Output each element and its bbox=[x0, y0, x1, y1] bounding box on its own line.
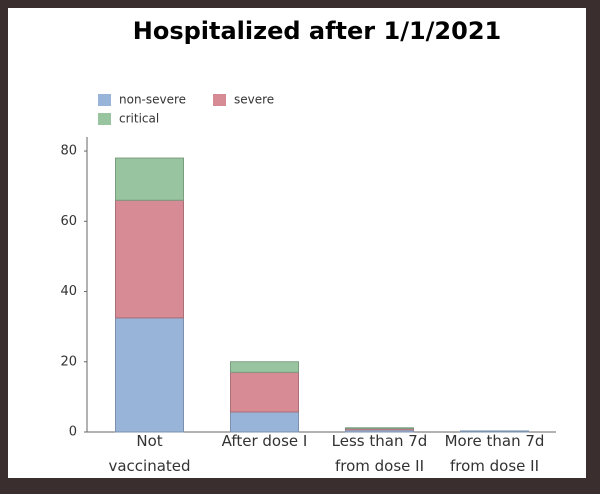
legend-label: non-severe bbox=[119, 93, 186, 107]
chart-title: Hospitalized after 1/1/2021 bbox=[133, 17, 501, 45]
bar-segment bbox=[230, 411, 299, 433]
x-tick-label: Not vaccinated bbox=[108, 432, 190, 475]
legend-label: critical bbox=[119, 112, 159, 126]
bar-segment bbox=[115, 317, 184, 433]
bar-segment bbox=[115, 157, 184, 201]
x-tick-label: More than 7d from dose II bbox=[445, 432, 545, 475]
y-tick-label: 0 bbox=[69, 425, 77, 440]
legend-label: severe bbox=[234, 93, 274, 107]
bar-segment bbox=[460, 430, 529, 433]
y-tick-label: 60 bbox=[60, 214, 77, 229]
legend-swatch bbox=[98, 94, 111, 106]
bar-segment bbox=[345, 427, 414, 429]
y-tick-label: 40 bbox=[60, 284, 77, 299]
bar-segment bbox=[230, 371, 299, 413]
y-tick-label: 20 bbox=[60, 354, 77, 369]
bar-segment bbox=[230, 361, 299, 373]
bar-segment bbox=[115, 199, 184, 319]
legend-swatch bbox=[213, 94, 226, 106]
legend-swatch bbox=[98, 113, 111, 125]
x-tick-label: After dose I bbox=[222, 432, 308, 450]
x-tick-label: Less than 7d from dose II bbox=[332, 432, 428, 475]
y-tick-label: 80 bbox=[60, 144, 77, 159]
